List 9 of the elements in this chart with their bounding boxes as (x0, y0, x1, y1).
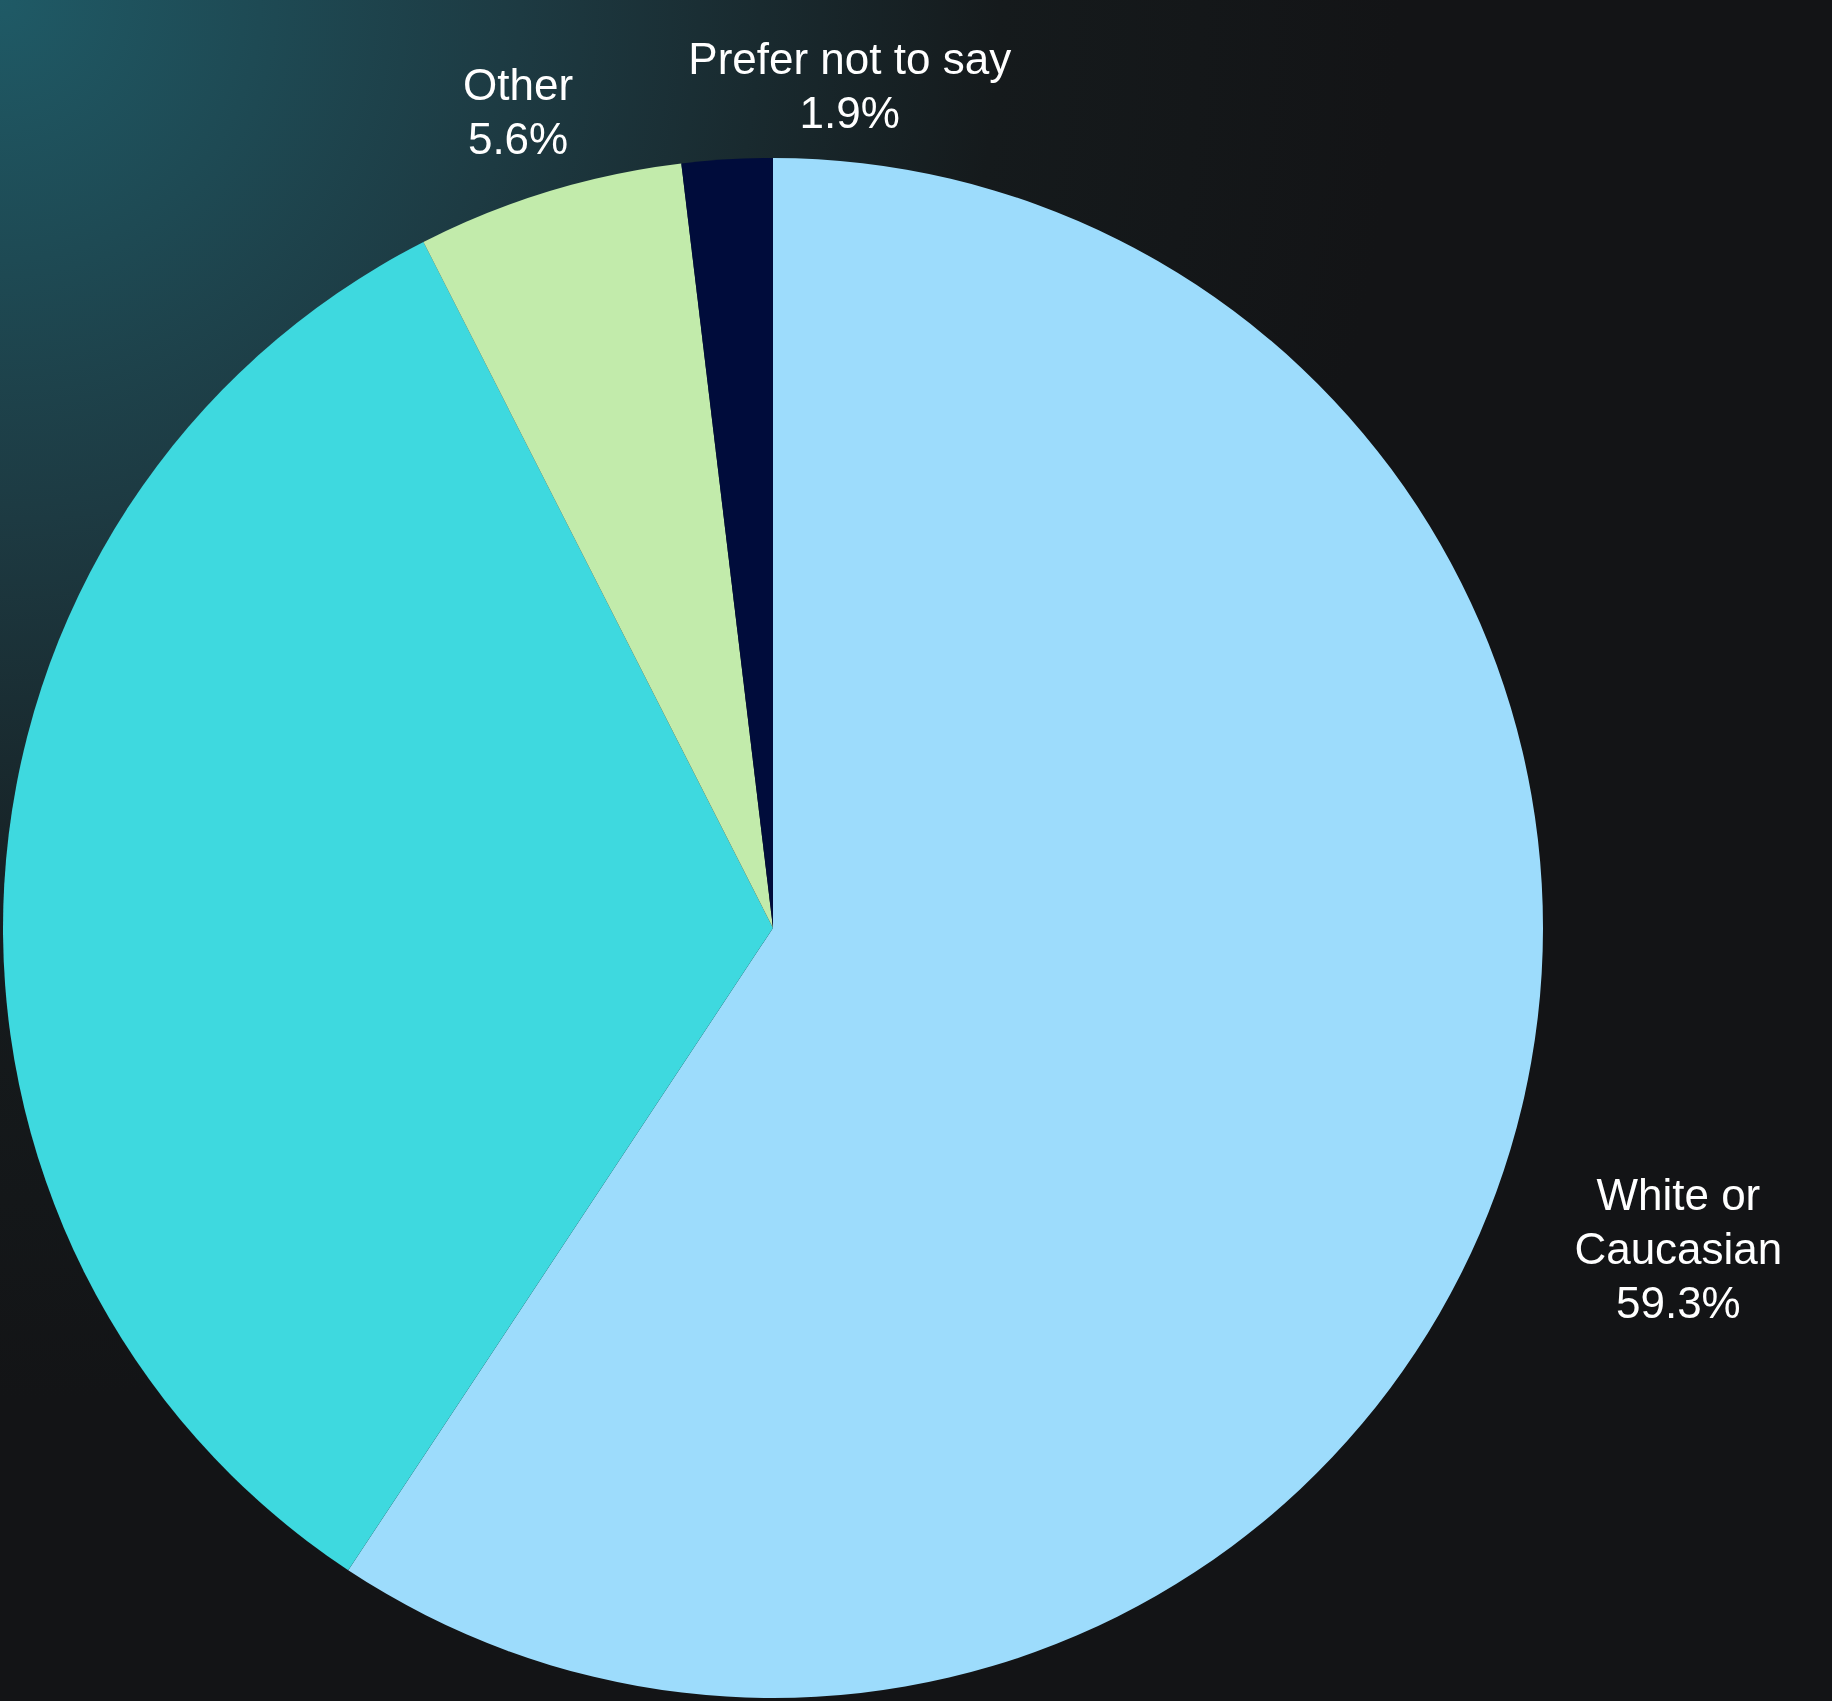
data-label: 1.9% (799, 88, 900, 138)
slice-label: White or Caucasian (1574, 1170, 1783, 1274)
data-label: 5.6% (467, 114, 569, 164)
pie-slice (348, 158, 1543, 1697)
data-label: 59.3% (1615, 1278, 1741, 1328)
pie-slice (3, 241, 773, 1571)
pie-slice (423, 163, 773, 928)
slice-label: Prefer not to say (688, 34, 1012, 84)
slice-label: Other (463, 60, 574, 110)
